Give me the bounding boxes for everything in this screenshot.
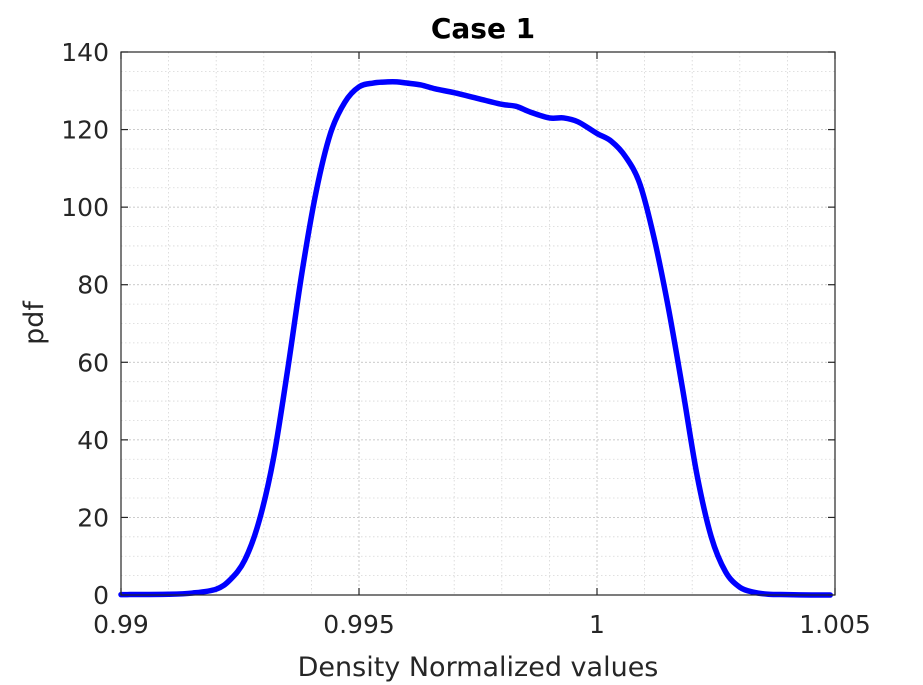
y-tick-label: 60 xyxy=(77,348,109,377)
x-axis-label: Density Normalized values xyxy=(298,652,659,683)
y-tick-label: 0 xyxy=(93,581,109,610)
chart-title: Case 1 xyxy=(431,12,535,45)
y-tick-label: 40 xyxy=(77,426,109,455)
x-tick-label: 1.005 xyxy=(799,610,871,639)
x-tick-label: 0.995 xyxy=(323,610,395,639)
y-tick-label: 140 xyxy=(61,38,109,67)
y-tick-label: 100 xyxy=(61,193,109,222)
y-tick-label: 20 xyxy=(77,503,109,532)
plot-lines xyxy=(118,78,833,598)
plot-area-frame xyxy=(120,51,836,596)
x-axis: 0.99 0.995 1 1.005 xyxy=(93,52,871,639)
y-tick-label: 80 xyxy=(77,271,109,300)
y-axis: 0 20 40 60 80 100 120 140 xyxy=(61,38,835,610)
y-tick-label: 120 xyxy=(61,116,109,145)
x-tick-label: 0.99 xyxy=(93,610,149,639)
y-axis-label: pdf xyxy=(19,300,50,345)
pdf-series-line xyxy=(118,78,833,598)
x-tick-label: 1 xyxy=(589,610,605,639)
